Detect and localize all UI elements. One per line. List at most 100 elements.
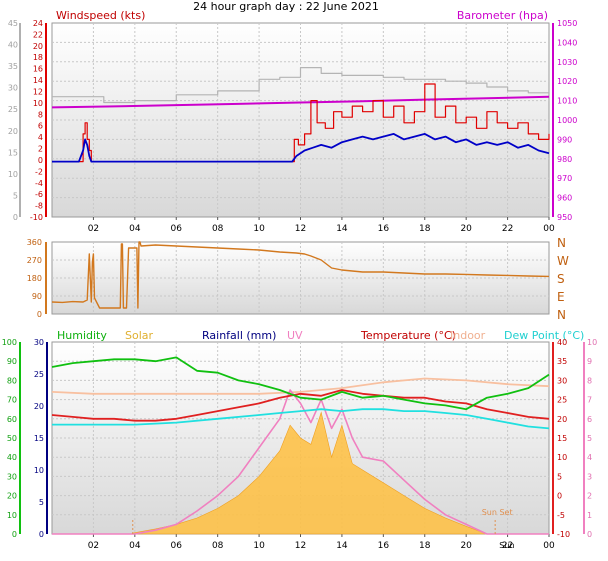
series-indoor — [51, 377, 550, 395]
barometer-tick-label: 1050 — [557, 19, 577, 28]
wind-x-tick-label: 00 — [543, 224, 555, 234]
wind-outer-tick-label: 5 — [13, 191, 18, 200]
direction-tick-label: 0 — [37, 310, 42, 319]
temp-tick-label: -5 — [557, 511, 565, 520]
rain-tick-label: 20 — [34, 402, 44, 411]
wind-outer-tick-label: 0 — [13, 213, 18, 222]
temp-x-tick-label: 12 — [295, 541, 306, 551]
wind-outer-tick-label: 30 — [8, 84, 18, 93]
barometer-tick-label: 1020 — [557, 77, 577, 86]
humidity-tick-label: 0 — [12, 530, 17, 539]
wind-tick-label: 6 — [38, 122, 43, 131]
series-wind-avg — [52, 133, 550, 163]
temp-tick-label: 15 — [557, 434, 567, 443]
wind-x-tick-label: 10 — [253, 224, 265, 234]
legend-humidity: Humidity — [57, 329, 107, 342]
humidity-tick-label: 10 — [7, 511, 17, 520]
wind-tick-label: 8 — [38, 110, 43, 119]
temp-tick-label: 5 — [557, 472, 562, 481]
legend-indoor: Indoor — [450, 329, 486, 342]
temp-tick-label: -10 — [557, 530, 570, 539]
wind-tick-label: -10 — [30, 213, 43, 222]
series-uv — [52, 389, 549, 535]
wind-x-tick-label: 08 — [212, 224, 224, 234]
wind-outer-tick-label: 25 — [8, 105, 18, 114]
rain-tick-label: 25 — [34, 370, 44, 379]
wind-outer-tick-label: 10 — [8, 170, 18, 179]
uv-tick-label: 9 — [587, 357, 592, 366]
wind-x-tick-label: 22 — [502, 224, 513, 234]
wind-tick-label: 4 — [38, 133, 43, 142]
wind-x-tick-label: 14 — [336, 224, 348, 234]
temp-x-tick-label: 10 — [253, 541, 265, 551]
wind-tick-label: 0 — [38, 156, 43, 165]
wind-outer-tick-label: 20 — [8, 127, 18, 136]
rain-tick-label: 30 — [34, 338, 44, 347]
legend: Humidity Solar Rainfall (mm) UV Temperat… — [57, 329, 584, 342]
direction-tick-label: 180 — [27, 274, 42, 283]
barometer-tick-label: 1010 — [557, 97, 577, 106]
sunset-label: Sun Set — [482, 508, 513, 517]
rain-tick-label: 0 — [39, 530, 44, 539]
humidity-tick-label: 70 — [7, 396, 17, 405]
uv-tick-label: 4 — [587, 453, 592, 462]
wind-tick-label: 12 — [33, 87, 43, 96]
wind-tick-label: 18 — [33, 53, 43, 62]
temp-x-tick-label: 18 — [419, 541, 431, 551]
windspeed-axis-title: Windspeed (kts) — [56, 9, 145, 22]
temp-x-tick-label: 04 — [129, 541, 141, 551]
wind-x-tick-label: 02 — [88, 224, 99, 234]
wind-outer-tick-label: 35 — [8, 62, 18, 71]
sunrise-label: Sun — [499, 541, 514, 550]
uv-tick-label: 10 — [587, 338, 597, 347]
series-barometer — [51, 95, 550, 109]
barometer-tick-label: 1030 — [557, 58, 577, 67]
temp-x-tick-label: 06 — [171, 541, 183, 551]
barometer-tick-label: 970 — [557, 174, 572, 183]
barometer-axis-title: Barometer (hpa) — [457, 9, 548, 22]
compass-label: W — [557, 254, 569, 268]
wind-tick-label: 22 — [33, 30, 43, 39]
humidity-tick-label: 20 — [7, 492, 17, 501]
temp-tick-label: 10 — [557, 453, 567, 462]
wind-x-tick-label: 18 — [419, 224, 431, 234]
direction-tick-label: 360 — [27, 238, 42, 247]
temp-x-tick-label: 08 — [212, 541, 224, 551]
humidity-tick-label: 80 — [7, 376, 17, 385]
temp-x-tick-label: 20 — [460, 541, 472, 551]
humidity-tick-label: 30 — [7, 472, 17, 481]
legend-temperature: Temperature (°C) — [360, 329, 456, 342]
temp-tick-label: 20 — [557, 415, 567, 424]
temp-tick-label: 35 — [557, 357, 567, 366]
rain-tick-label: 15 — [34, 434, 44, 443]
temp-x-tick-label: 00 — [543, 541, 555, 551]
uv-tick-label: 6 — [587, 415, 592, 424]
uv-tick-label: 1 — [587, 511, 592, 520]
series-humidity — [51, 356, 550, 411]
temp-tick-label: 0 — [557, 492, 562, 501]
compass-label: S — [557, 272, 565, 286]
series-direction — [51, 241, 550, 309]
wind-x-tick-label: 12 — [295, 224, 306, 234]
wind-outer-tick-label: 15 — [8, 148, 18, 157]
wind-tick-label: 2 — [38, 145, 43, 154]
wind-tick-label: -2 — [35, 167, 43, 176]
humidity-tick-label: 60 — [7, 415, 17, 424]
wind-x-tick-label: 04 — [129, 224, 141, 234]
barometer-tick-label: 990 — [557, 135, 572, 144]
wind-tick-label: 14 — [33, 76, 43, 85]
barometer-tick-label: 1040 — [557, 38, 577, 47]
wind-tick-label: 20 — [33, 42, 43, 51]
legend-solar: Solar — [125, 329, 154, 342]
uv-tick-label: 2 — [587, 492, 592, 501]
legend-uv: UV — [287, 329, 303, 342]
wind-tick-label: 24 — [33, 19, 43, 28]
humidity-tick-label: 100 — [2, 338, 17, 347]
uv-tick-label: 7 — [587, 396, 592, 405]
uv-tick-label: 3 — [587, 472, 592, 481]
wind-outer-tick-label: 40 — [8, 41, 18, 50]
uv-tick-label: 0 — [587, 530, 592, 539]
legend-dewpoint: Dew Point (°C) — [504, 329, 584, 342]
barometer-tick-label: 980 — [557, 155, 572, 164]
